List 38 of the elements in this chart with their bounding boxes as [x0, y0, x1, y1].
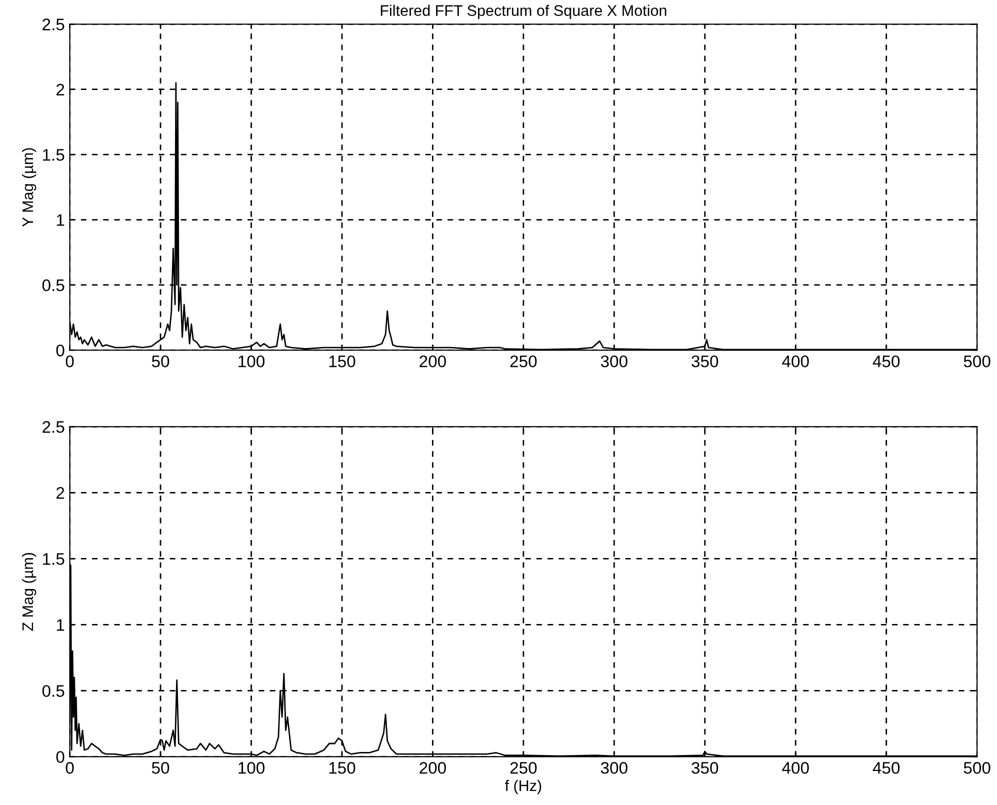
x-tick-label: 150 — [329, 762, 356, 774]
y-tick-label: 0.5 — [42, 279, 64, 292]
x-tick-label: 350 — [692, 355, 718, 368]
y-tick-label: 2 — [56, 487, 64, 499]
y-tick-label: 0 — [56, 344, 64, 356]
x-tick-label: 50 — [152, 355, 170, 368]
x-tick-label: 0 — [66, 762, 74, 774]
y-tick-label: 1 — [56, 214, 64, 226]
x-tick-label: 350 — [692, 762, 718, 774]
y-tick-label: 1 — [56, 619, 64, 631]
x-axis-title: f (Hz) — [504, 780, 542, 794]
y-axis-title: Z Mag (µm) — [22, 553, 36, 631]
x-tick-label: 500 — [964, 762, 990, 774]
x-tick-label: 400 — [782, 762, 809, 774]
x-tick-label: 300 — [600, 762, 628, 774]
x-tick-label: 200 — [420, 355, 446, 368]
x-tick-label: 100 — [238, 355, 264, 368]
y-tick-label: 2.5 — [42, 421, 64, 433]
y-tick-label: 2 — [56, 84, 64, 96]
y-tick-label: 1.5 — [43, 553, 64, 565]
x-tick-label: 250 — [510, 355, 537, 368]
y-tick-label: 0 — [56, 751, 64, 763]
x-tick-label: 500 — [964, 355, 990, 368]
x-tick-label: 400 — [782, 355, 809, 368]
y-tick-label: 2.5 — [42, 18, 64, 30]
x-tick-label: 50 — [152, 762, 170, 774]
y-tick-label: 1.5 — [43, 149, 64, 161]
y-axis-title: Y Mag (µm) — [22, 148, 36, 227]
chart-title: Filtered FFT Spectrum of Square X Motion — [380, 4, 666, 19]
x-tick-label: 250 — [510, 762, 537, 774]
y-tick-label: 0.5 — [42, 685, 64, 697]
x-tick-label: 150 — [329, 355, 356, 368]
x-tick-label: 0 — [66, 355, 74, 368]
x-tick-label: 450 — [872, 355, 900, 368]
x-tick-label: 450 — [872, 762, 900, 774]
x-tick-label: 300 — [600, 355, 628, 368]
x-tick-label: 100 — [238, 762, 264, 774]
x-tick-label: 200 — [420, 762, 446, 774]
